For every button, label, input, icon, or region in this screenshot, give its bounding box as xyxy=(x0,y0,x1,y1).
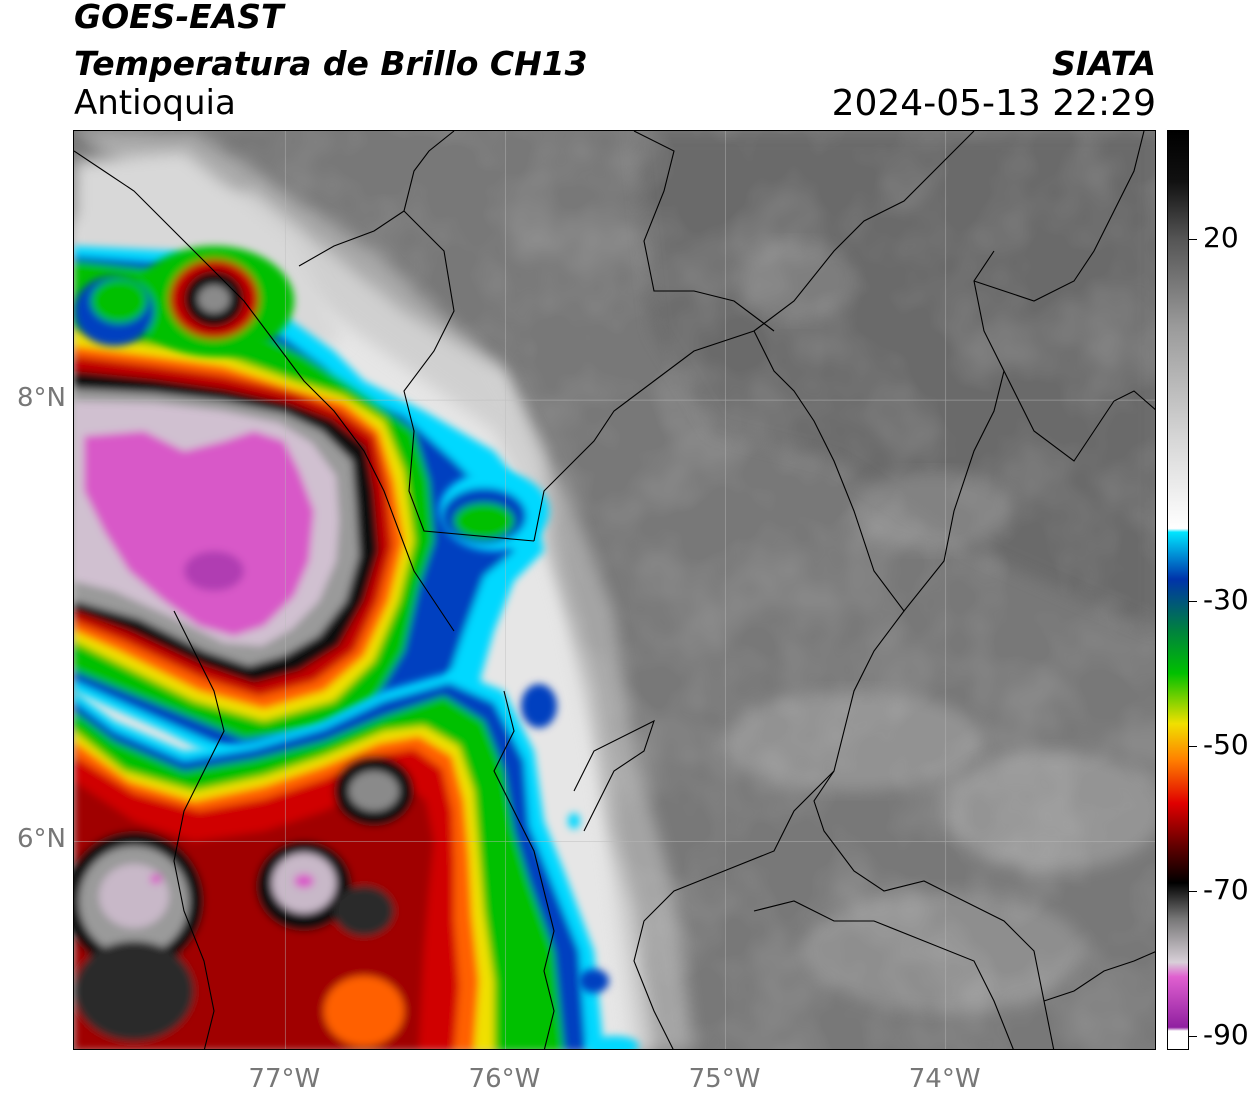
colorbar-tick xyxy=(1189,1035,1197,1037)
organization-label: SIATA xyxy=(1052,44,1156,83)
colorbar-tick xyxy=(1189,890,1197,893)
product-title: Temperatura de Brillo CH13 xyxy=(74,44,588,83)
storm-cell-northwest xyxy=(74,246,294,356)
satellite-title: GOES-EAST xyxy=(74,0,284,36)
colorbar-label-minus70: -70 xyxy=(1203,872,1249,906)
haze-light-gray xyxy=(74,131,694,1049)
colorbar-label-minus90: -90 xyxy=(1203,1017,1249,1051)
colorbar xyxy=(1167,130,1189,1050)
lat-label-6n: 6°N xyxy=(17,824,66,855)
satellite-map[interactable] xyxy=(73,130,1156,1050)
storm-cell-east-arm xyxy=(439,471,549,551)
lon-label-77w: 77°W xyxy=(248,1064,321,1094)
lon-label-74w: 74°W xyxy=(908,1064,981,1094)
colorbar-label-20: 20 xyxy=(1203,220,1239,254)
scattered-cells xyxy=(521,684,639,1049)
lon-label-76w: 76°W xyxy=(468,1064,541,1094)
colorbar-tick xyxy=(1189,745,1197,748)
lon-label-75w: 75°W xyxy=(688,1064,761,1094)
lat-label-8n: 8°N xyxy=(17,383,66,414)
gridlines xyxy=(74,131,1155,1049)
colorbar-label-minus30: -30 xyxy=(1203,582,1249,616)
timestamp-label: 2024-05-13 22:29 xyxy=(831,83,1156,124)
boundary-lines xyxy=(74,131,1155,1049)
region-label: Antioquia xyxy=(74,83,236,123)
colorbar-tick xyxy=(1189,600,1197,603)
colorbar-label-minus50: -50 xyxy=(1203,727,1249,761)
colorbar-tick xyxy=(1189,238,1197,241)
